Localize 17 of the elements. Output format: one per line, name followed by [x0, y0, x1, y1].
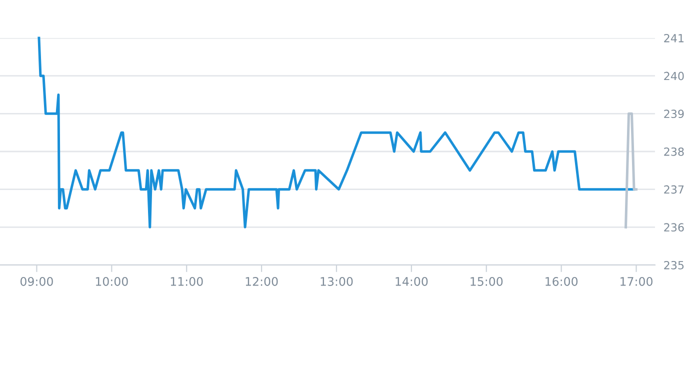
x-tick-label: 15:00	[470, 277, 503, 286]
y-tick-label: 239	[664, 110, 684, 118]
line-series	[38, 36, 636, 228]
y-tick-label: 236	[664, 223, 684, 232]
x-tick-label: 13:00	[320, 277, 353, 286]
x-tick-label: 12:00	[246, 277, 278, 286]
x-tick-label: 11:00	[170, 277, 203, 286]
y-tick-label: 238	[664, 147, 684, 156]
x-tick-label: 17:00	[620, 277, 652, 286]
y-tick-label: 235	[664, 260, 684, 270]
y-tick-label: 241	[664, 34, 684, 42]
x-tick-label: 09:00	[20, 277, 53, 286]
x-tick-label: 10:00	[96, 277, 128, 286]
y-tick-label: 240	[664, 72, 684, 80]
y-tick-label: 237	[664, 185, 684, 194]
x-tick-label: 14:00	[396, 277, 428, 286]
x-tick-label: 16:00	[546, 277, 578, 286]
